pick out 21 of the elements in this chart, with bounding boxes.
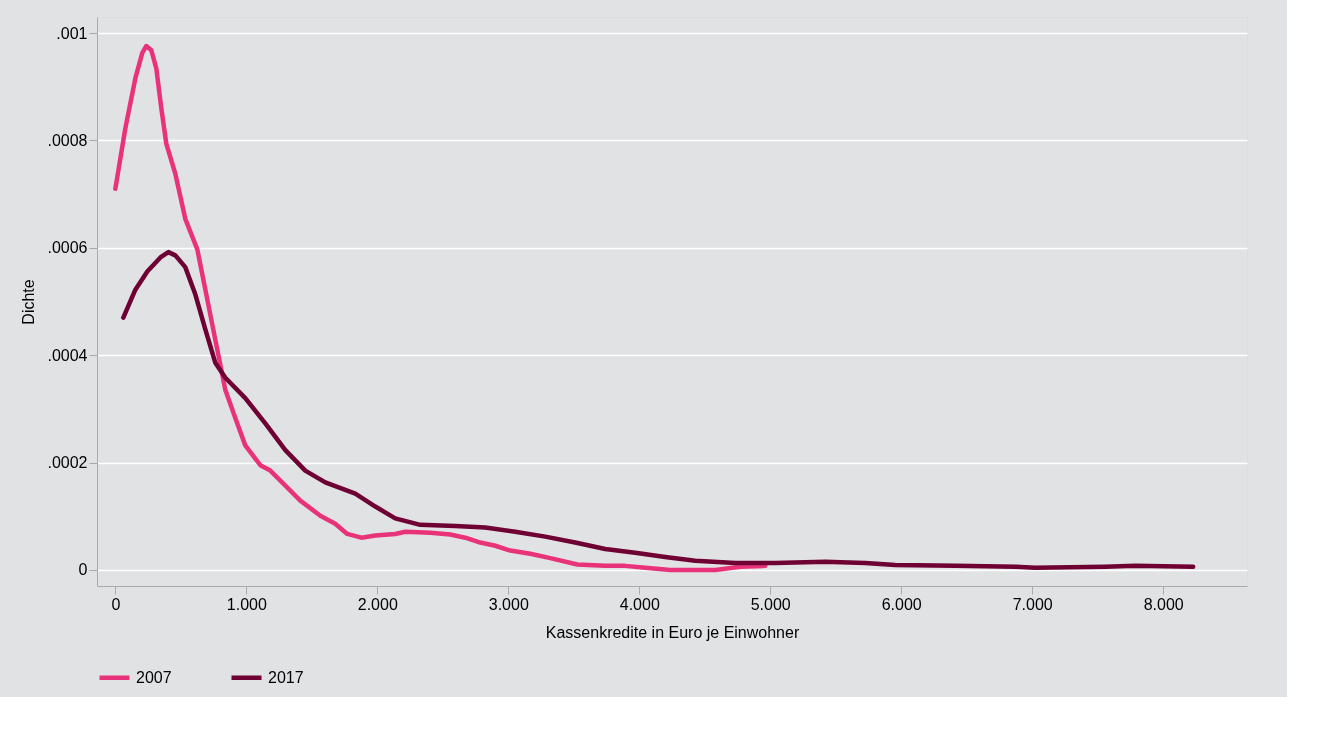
y-tick-label: .0004 [47,346,88,364]
x-tick-label: 0 [111,595,121,613]
x-tick-label: 2.000 [357,595,398,613]
y-tick-label: .001 [56,24,88,42]
x-tick-label: 3.000 [488,595,529,613]
y-axis-title: Dichte [20,279,38,325]
x-tick-label: 4.000 [619,595,660,613]
line-series [121,249,1196,570]
y-tick-label: .0002 [47,454,88,472]
x-tick-label: 6.000 [881,595,922,613]
x-tick-label: 1.000 [226,595,267,613]
y-tick-label: 0 [78,561,88,579]
legend-label: 2017 [268,668,304,686]
y-tick-label: .0008 [47,131,88,149]
y-tick-label: .0006 [47,239,88,257]
x-tick-label: 8.000 [1143,595,1184,613]
x-tick-label: 5.000 [750,595,791,613]
legend-label: 2007 [136,668,172,686]
x-tick-label: 7.000 [1012,595,1053,613]
x-axis-title: Kassenkredite in Euro je Einwohner [545,623,800,641]
line-series [113,43,768,573]
